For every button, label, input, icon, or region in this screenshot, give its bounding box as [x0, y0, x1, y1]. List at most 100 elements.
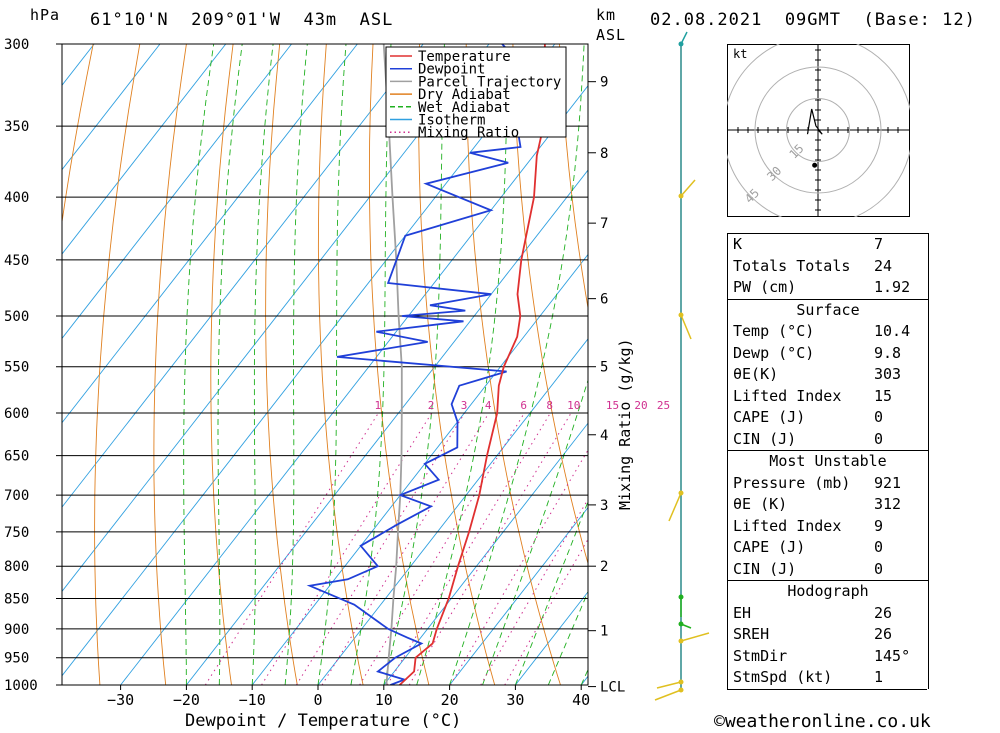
- height-unit-label: km: [596, 6, 617, 24]
- height-tick-label: 5: [600, 360, 608, 376]
- wind-barb-dot: [678, 594, 684, 600]
- legend-entry: Dewpoint: [418, 62, 485, 78]
- mixing-ratio-label: 2: [428, 399, 435, 412]
- surface-row-value: 0: [874, 408, 884, 426]
- wet-adiabat-line: [183, 44, 215, 685]
- legend-entry: Isotherm: [418, 113, 485, 129]
- wind-barb: [680, 632, 710, 642]
- index-row-key: Totals Totals: [733, 256, 851, 275]
- surface-section-title: Surface: [728, 298, 928, 322]
- pressure-tick-label: 500: [4, 309, 29, 325]
- pressure-tick-label: 400: [4, 190, 29, 206]
- wind-barb-dot: [678, 41, 684, 47]
- surface-row: CIN (J) 0: [728, 429, 928, 451]
- hodograph-row-value: 26: [874, 625, 893, 643]
- x-axis-title: Dewpoint / Temperature (°C): [185, 711, 461, 731]
- hodograph-row-key: EH: [733, 603, 752, 622]
- wind-barb-dot: [678, 490, 684, 496]
- wet-adiabat-line: [416, 44, 509, 685]
- temperature-tick-label: 10: [375, 691, 393, 709]
- pressure-unit-label: hPa: [30, 6, 61, 24]
- mixing-ratio-line: [359, 412, 525, 685]
- most-unstable-row-key: CAPE (J): [733, 538, 806, 556]
- hodograph-row-key: StmDir: [733, 646, 788, 665]
- wind-barb-dot: [678, 193, 684, 199]
- temperature-tick-label: 0: [313, 691, 322, 709]
- surface-row: CAPE (J) 0: [728, 407, 928, 429]
- pressure-tick-label: 450: [4, 253, 29, 269]
- indices-table-bottom: [727, 688, 927, 690]
- most-unstable-row-key: Pressure (mb): [733, 473, 851, 492]
- index-row: Totals Totals 24: [728, 256, 928, 278]
- temperature-axis: −30 −20 −10 0 10 20 30 40: [107, 685, 590, 709]
- hodograph-line: [806, 108, 823, 135]
- wind-barb: [680, 179, 696, 197]
- pressure-tick-label: 750: [4, 525, 29, 541]
- hodograph-row-key: StmSpd (kt): [733, 668, 833, 686]
- hodograph-trace: [806, 108, 823, 168]
- most-unstable-row: Lifted Index 9: [728, 516, 928, 538]
- height-tick-label: 4: [600, 428, 608, 444]
- most-unstable-row-value: 0: [874, 559, 884, 578]
- isotherm-line: [317, 338, 588, 685]
- footer-credit: ©weatheronline.co.uk: [714, 711, 931, 732]
- temperature-tick-label: −30: [107, 691, 134, 709]
- index-row-value: 7: [874, 235, 884, 253]
- wind-profile: [654, 31, 710, 701]
- mixing-ratio-label: 20: [634, 399, 647, 412]
- wind-barb-dot: [678, 638, 684, 644]
- skewt-chart: 1 2 3 4 6 8 10 15 20 25 3003504004505005506006507…: [4, 31, 710, 731]
- wind-barb-dot: [678, 621, 684, 627]
- surface-row: θE(K) 303: [728, 364, 928, 386]
- pressure-tick-label: 700: [4, 488, 29, 504]
- wind-barb: [680, 314, 692, 340]
- height-tick-label: 6: [600, 292, 608, 308]
- wet-adiabat-line: [317, 44, 347, 685]
- legend-entry: Temperature: [418, 49, 511, 65]
- surface-row-key: Temp (°C): [733, 322, 815, 340]
- dry-adiabat-line: [265, 44, 298, 685]
- hodograph-row: SREH 26: [728, 624, 928, 646]
- height-tick-label: 2: [600, 559, 608, 575]
- mixing-ratio-line: [480, 498, 588, 685]
- mixing-ratio-label: 10: [567, 399, 580, 412]
- wet-adiabat-line: [449, 44, 585, 685]
- legend-box: [385, 46, 567, 138]
- most-unstable-row-value: 921: [874, 473, 902, 492]
- surface-row-value: 9.8: [874, 343, 902, 362]
- wind-barb: [656, 681, 682, 689]
- hodograph-row: StmDir 145°: [728, 646, 928, 668]
- hodograph-row: EH 26: [728, 603, 928, 625]
- isotherm-line: [62, 44, 556, 677]
- mixing-ratio-label: 8: [546, 399, 553, 412]
- wind-barb: [668, 492, 682, 522]
- pressure-axis: 300 350 400 450 500 550 600 650 700 750 800 850 900 9…: [4, 37, 38, 694]
- surface-row-key: CAPE (J): [733, 408, 806, 426]
- temperature-tick-label: −20: [173, 691, 200, 709]
- wet-adiabat-line: [514, 500, 588, 685]
- index-row: PW (cm) 1.92: [728, 277, 928, 299]
- surface-row: Lifted Index 15: [728, 386, 928, 408]
- height-axis: 9 8 7 6 5 4 3 2 1 LCL: [588, 75, 625, 696]
- hodograph-row-value: 1: [874, 668, 884, 686]
- mixing-ratio-line: [321, 412, 490, 685]
- wet-adiabat-line: [547, 590, 588, 685]
- pressure-tick-label: 1000: [4, 678, 38, 694]
- dry-adiabat-line: [94, 44, 141, 685]
- surface-row-key: θE(K): [733, 365, 779, 383]
- surface-row: Temp (°C) 10.4: [728, 321, 928, 343]
- most-unstable-row: CAPE (J) 0: [728, 537, 928, 559]
- surface-row-value: 303: [874, 365, 902, 383]
- hodograph-row-key: SREH: [733, 625, 770, 643]
- wet-adiabat-line: [251, 44, 274, 685]
- most-unstable-section-title: Most Unstable: [728, 450, 928, 473]
- height-tick-label: 9: [600, 75, 608, 91]
- most-unstable-row-value: 0: [874, 538, 884, 556]
- index-row-value: 24: [874, 256, 893, 275]
- hodograph-row-value: 145°: [874, 646, 911, 665]
- pressure-tick-label: 650: [4, 449, 29, 465]
- index-row-key: K: [733, 235, 743, 253]
